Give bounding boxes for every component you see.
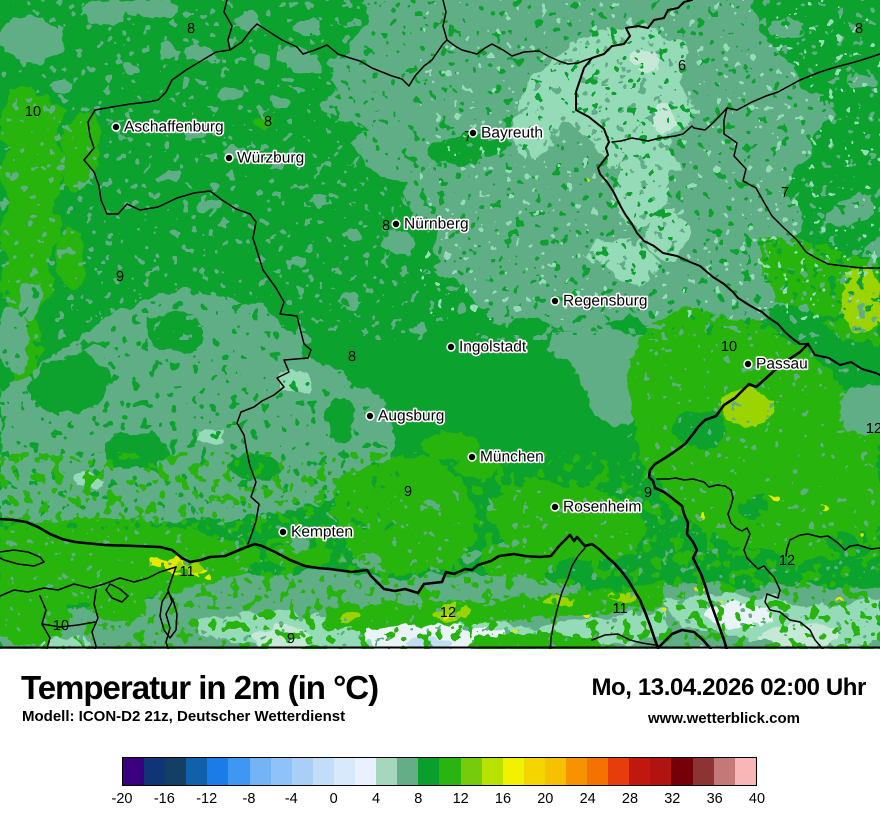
- svg-text:Bayreuth: Bayreuth: [481, 125, 543, 142]
- svg-text:10: 10: [721, 339, 737, 355]
- svg-text:10: 10: [53, 618, 69, 634]
- svg-text:7: 7: [464, 129, 472, 145]
- svg-text:8: 8: [581, 297, 589, 313]
- svg-text:12: 12: [440, 605, 456, 621]
- svg-text:12: 12: [779, 553, 795, 569]
- svg-text:Augsburg: Augsburg: [378, 408, 444, 425]
- svg-text:Ingolstadt: Ingolstadt: [459, 339, 527, 356]
- svg-text:9: 9: [116, 269, 124, 285]
- svg-text:München: München: [480, 449, 544, 466]
- svg-text:11: 11: [612, 601, 627, 617]
- svg-text:8: 8: [264, 114, 272, 130]
- svg-text:Kempten: Kempten: [291, 524, 353, 541]
- svg-text:10: 10: [25, 104, 41, 120]
- svg-text:11: 11: [179, 564, 194, 580]
- svg-text:7: 7: [781, 185, 789, 201]
- svg-text:Rosenheim: Rosenheim: [563, 499, 641, 516]
- svg-text:Aschaffenburg: Aschaffenburg: [124, 119, 224, 136]
- svg-text:8: 8: [855, 21, 863, 37]
- svg-text:9: 9: [287, 631, 295, 647]
- svg-text:9: 9: [404, 484, 412, 500]
- svg-text:Nürnberg: Nürnberg: [404, 216, 469, 233]
- svg-text:Passau: Passau: [756, 356, 808, 373]
- svg-text:Würzburg: Würzburg: [237, 150, 304, 167]
- svg-text:Regensburg: Regensburg: [563, 293, 647, 310]
- svg-text:8: 8: [187, 21, 195, 37]
- svg-text:8: 8: [382, 218, 390, 234]
- svg-text:8: 8: [348, 349, 356, 365]
- svg-text:9: 9: [644, 485, 652, 501]
- svg-text:6: 6: [678, 58, 686, 74]
- svg-text:12: 12: [866, 421, 880, 437]
